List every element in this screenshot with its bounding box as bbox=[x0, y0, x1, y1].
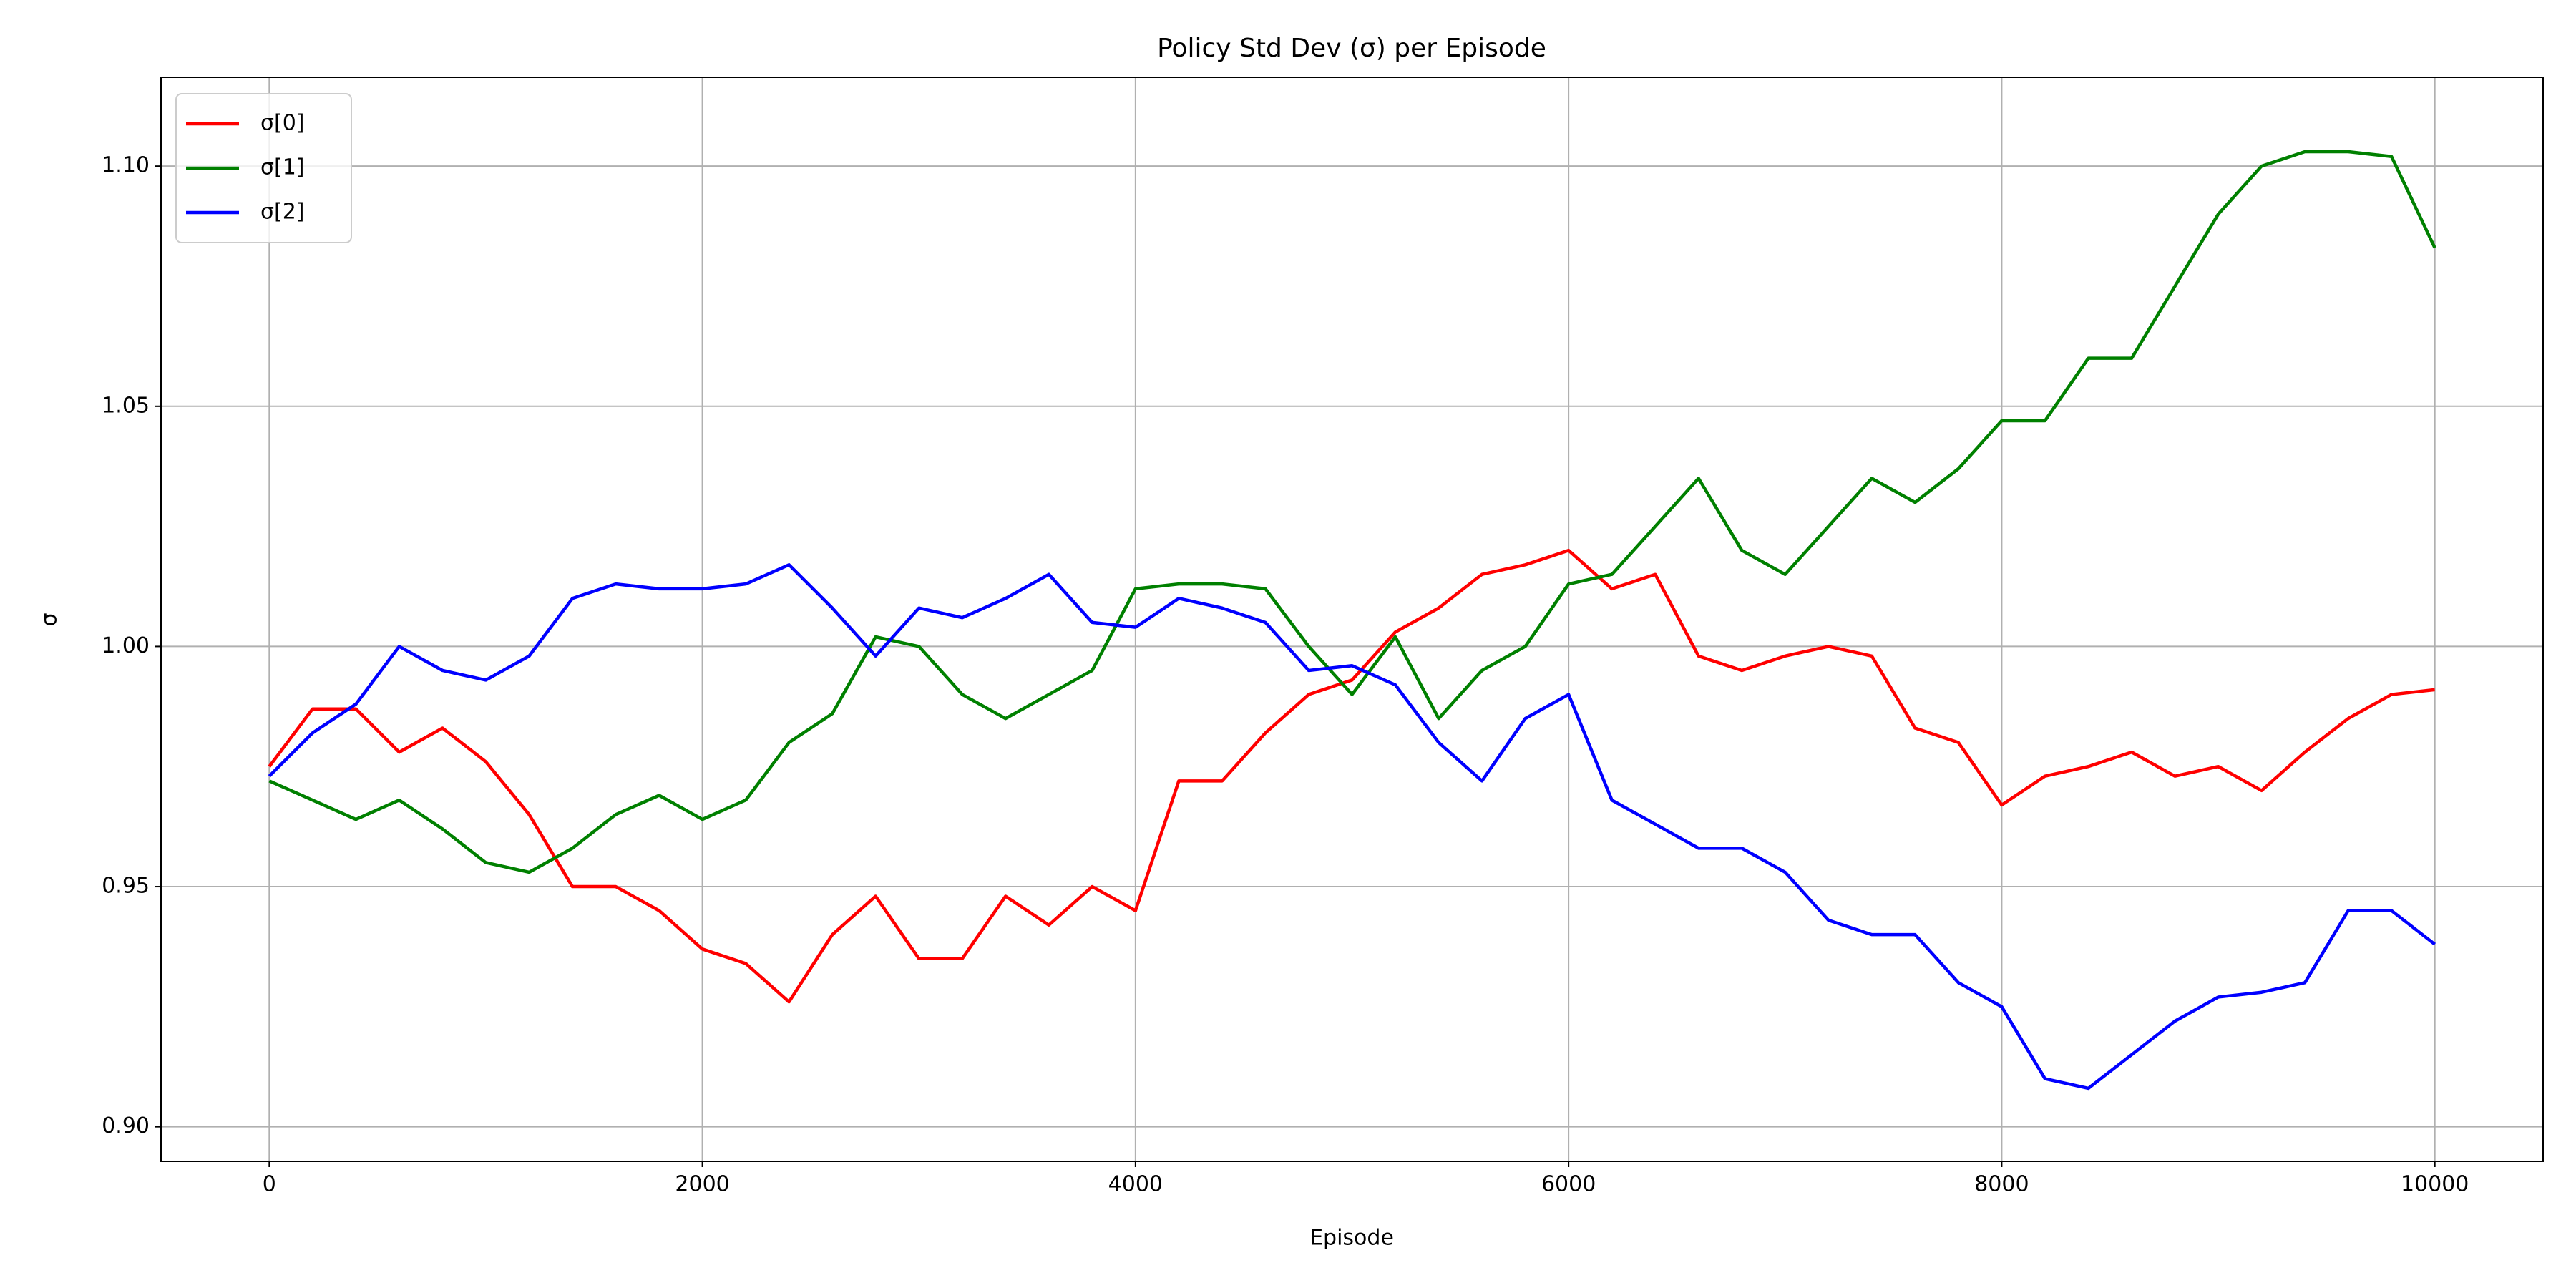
x-tick-label: 4000 bbox=[1108, 1172, 1163, 1197]
legend-label: σ[2] bbox=[260, 200, 305, 225]
series-line bbox=[268, 563, 2436, 1091]
x-tick-label: 8000 bbox=[1974, 1172, 2029, 1197]
series-line bbox=[268, 548, 2435, 1004]
plot-frame bbox=[160, 77, 2544, 1162]
y-tick-label: 0.90 bbox=[102, 1113, 150, 1138]
y-tick-label: 1.00 bbox=[102, 633, 150, 658]
x-tick-label: 2000 bbox=[675, 1172, 729, 1197]
chart-title: Policy Std Dev (σ) per Episode bbox=[1157, 34, 1546, 63]
x-tick-label: 10000 bbox=[2401, 1172, 2469, 1197]
legend-label: σ[0] bbox=[260, 111, 305, 136]
y-axis-label: σ bbox=[37, 613, 62, 626]
legend-label: σ[1] bbox=[260, 155, 305, 180]
x-tick-label: 6000 bbox=[1541, 1172, 1596, 1197]
legend-box bbox=[175, 93, 352, 243]
y-tick-label: 1.10 bbox=[102, 153, 150, 178]
x-tick-label: 0 bbox=[263, 1172, 276, 1197]
y-tick-label: 1.05 bbox=[102, 393, 150, 418]
x-axis-label: Episode bbox=[1309, 1226, 1394, 1251]
series-line bbox=[268, 150, 2436, 874]
y-tick-label: 0.95 bbox=[102, 874, 150, 899]
